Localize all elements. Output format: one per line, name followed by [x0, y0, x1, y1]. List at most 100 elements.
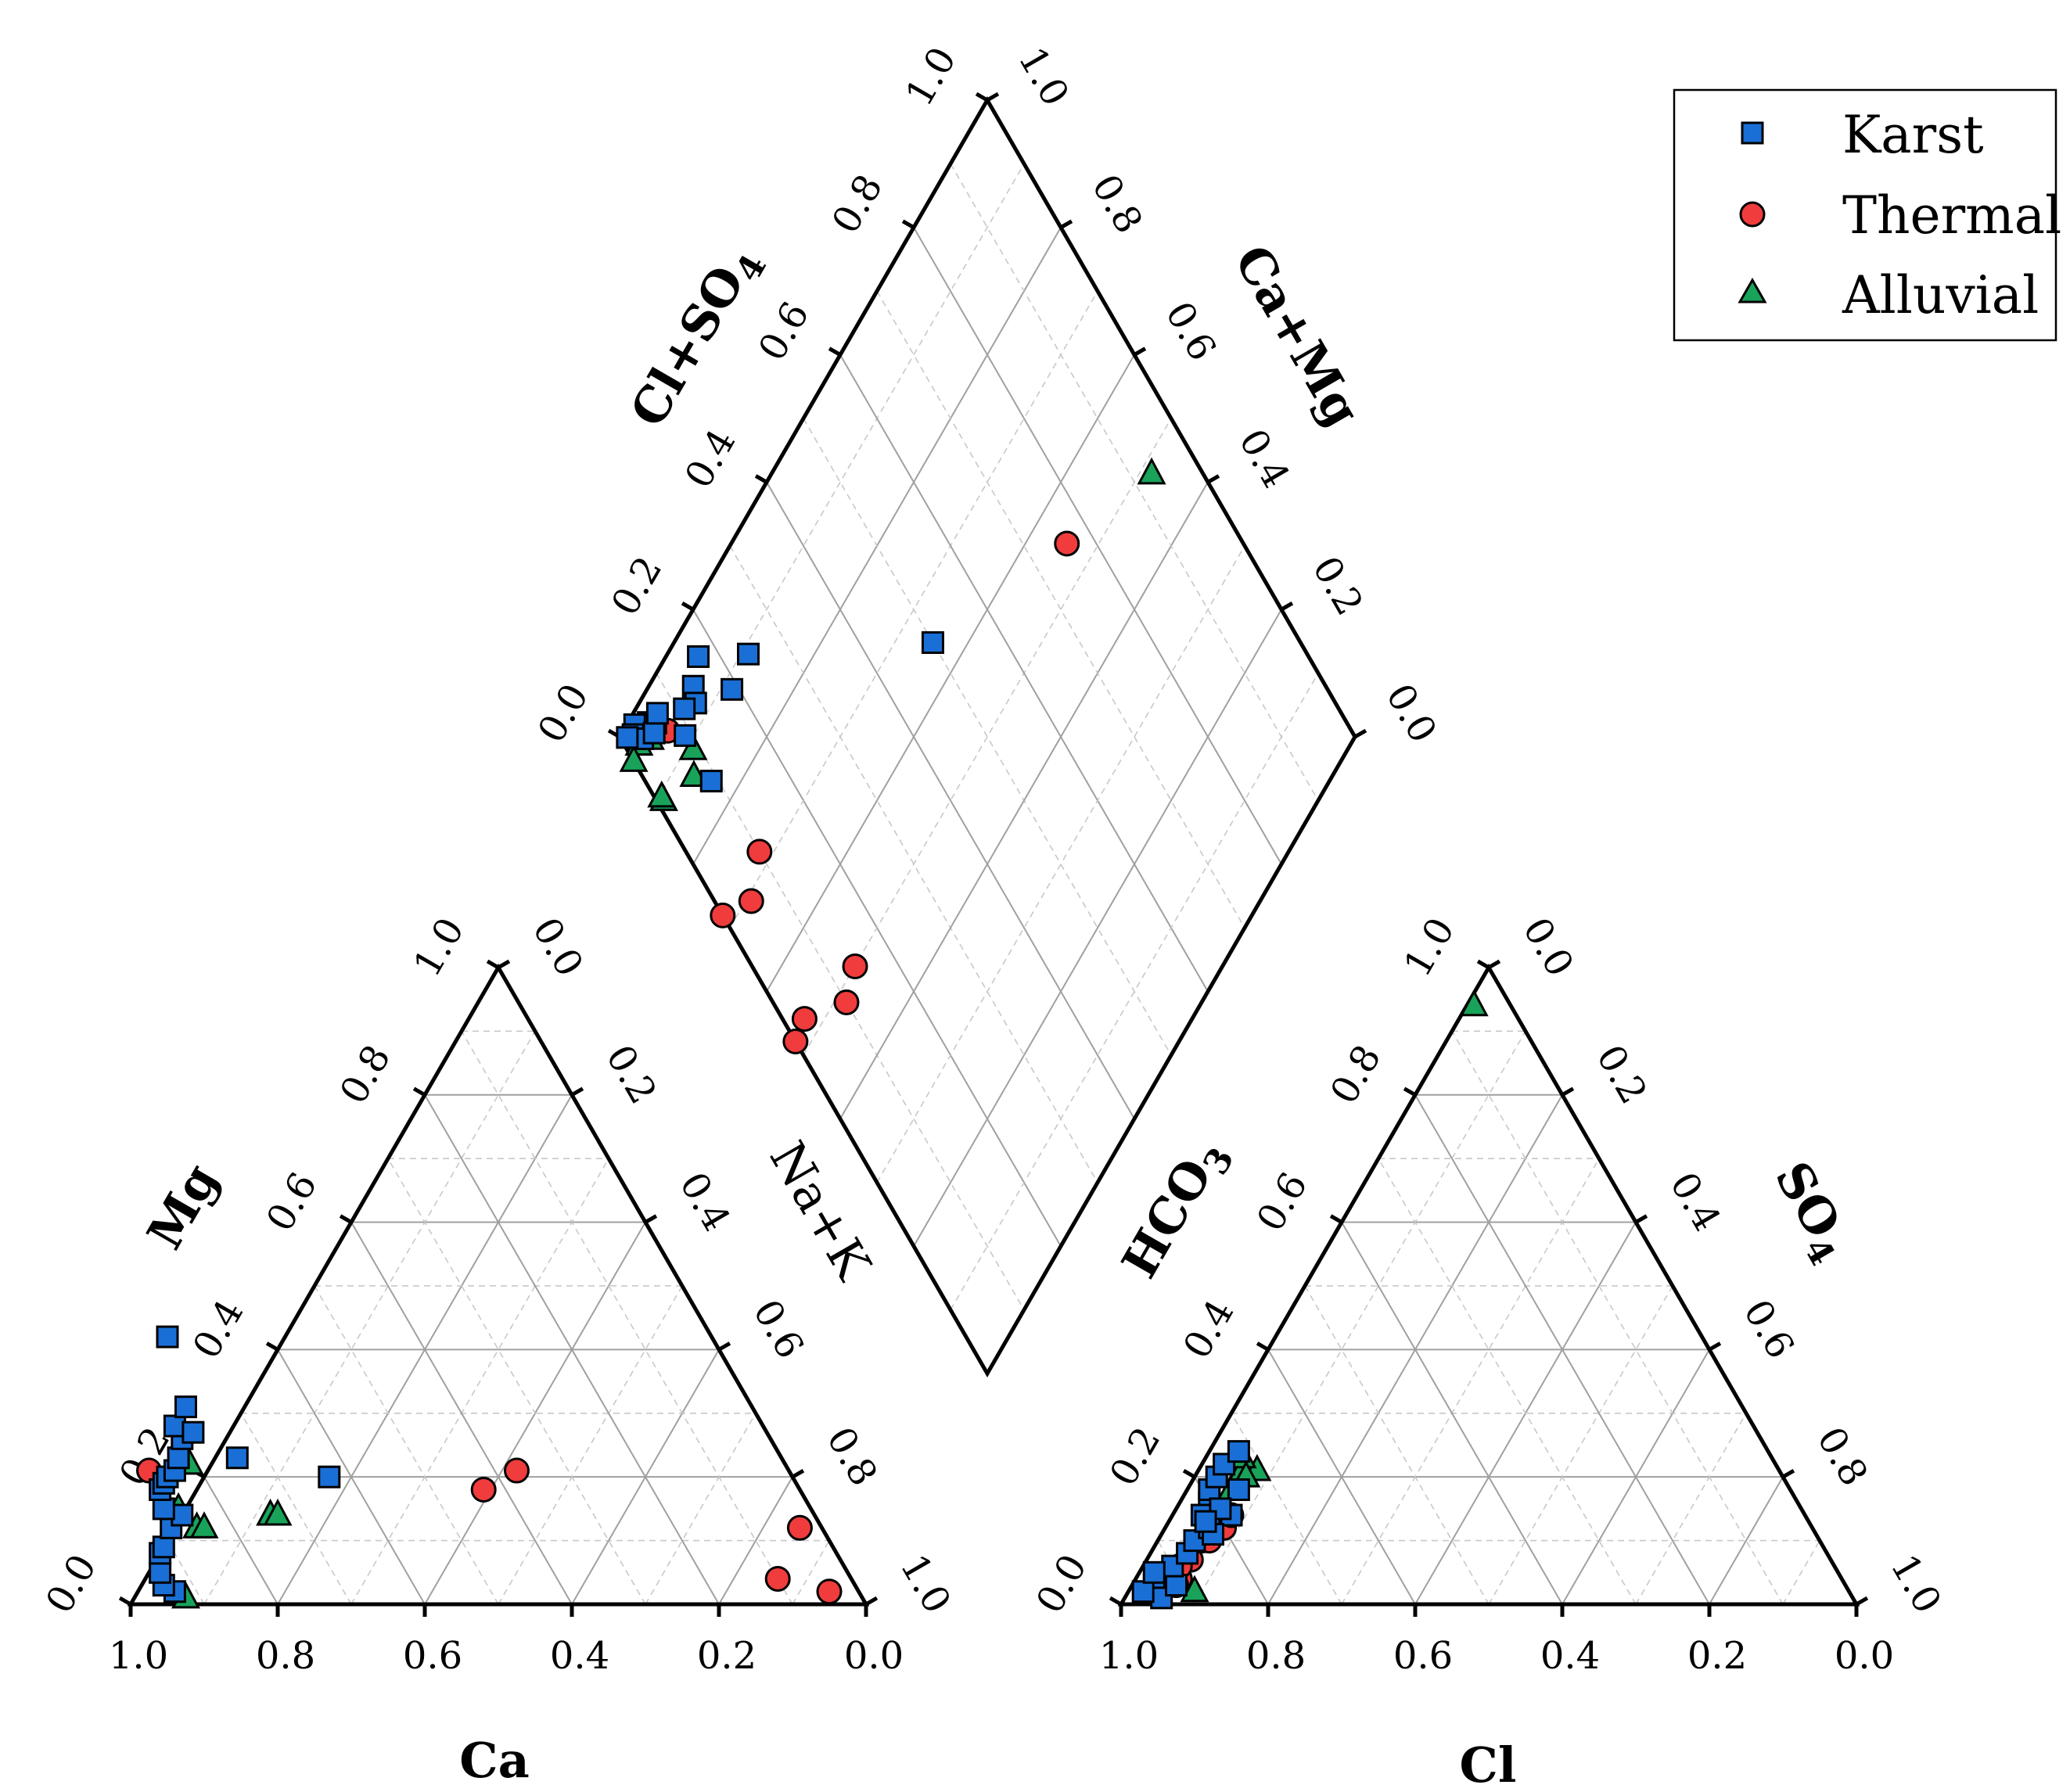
legend-karst-label: Karst	[1842, 105, 1984, 165]
cation-right-tick: 0.6	[745, 1292, 813, 1366]
cation-karst-point	[174, 1395, 197, 1419]
diamond-right-title: Ca+Mg	[1224, 235, 1372, 436]
diamond-karst-point	[921, 631, 944, 655]
anion-left-tick: 0.6	[1249, 1165, 1317, 1239]
tick-mark	[754, 474, 768, 484]
cation-grid-line	[792, 1540, 830, 1605]
anion-left-tick: 1.0	[1396, 910, 1464, 984]
anion-karst-point	[1142, 1560, 1166, 1584]
diamond-right-tick: 1.0	[1010, 40, 1078, 113]
diamond-right-tick: 0.8	[1084, 167, 1152, 241]
anion-left-tick: 0.8	[1322, 1038, 1390, 1111]
anion-grid-line	[1635, 1413, 1747, 1605]
diamond-left-tick: 0.8	[824, 167, 892, 241]
tick-mark	[1206, 474, 1220, 484]
anion-right-tick: 0.8	[1809, 1420, 1877, 1493]
legend-thermal-marker	[1739, 201, 1766, 228]
tick-mark	[1059, 219, 1073, 229]
diamond-grid-line	[876, 290, 1245, 928]
diamond-karst-point	[642, 721, 666, 745]
anion-bottom-tick: 0.2	[1687, 1634, 1747, 1678]
anion-karst-point	[1227, 1478, 1250, 1501]
legend-alluvial-label: Alluvial	[1842, 265, 2039, 325]
diamond-thermal-point	[842, 953, 868, 979]
anion-karst-point	[1165, 1574, 1188, 1597]
cation-thermal-point	[786, 1514, 813, 1541]
anion-grid-line	[1341, 1222, 1563, 1605]
anion-grid-line	[1267, 1348, 1416, 1605]
anion-grid-line	[1709, 1476, 1784, 1605]
cation-grid-line	[387, 1158, 646, 1605]
tick-mark	[1329, 1214, 1343, 1224]
anion-right-tick: 1.0	[1882, 1547, 1950, 1621]
cation-right-title: Na+K	[759, 1132, 883, 1290]
tick-mark	[1280, 602, 1294, 612]
cation-right-tick: 0.8	[818, 1420, 886, 1493]
grid-lines	[167, 163, 1820, 1605]
anion-left-tick: 0.4	[1175, 1292, 1243, 1366]
cation-grid-line	[424, 1094, 720, 1605]
cation-left-tick: 0.6	[258, 1165, 326, 1239]
cation-thermal-point	[764, 1565, 791, 1592]
anion-left-title: HCO3	[1111, 1129, 1242, 1291]
anion-left-tick: 0.2	[1101, 1420, 1170, 1493]
tick-mark	[1353, 728, 1367, 739]
cation-left-tick: 0.0	[38, 1547, 106, 1621]
anion-alluvial-point	[1459, 989, 1489, 1017]
diamond-right-tick: 0.2	[1304, 549, 1372, 623]
tick-labels: 1.00.00.00.80.20.20.60.40.40.40.60.60.20…	[38, 40, 1950, 1678]
cation-karst-point	[156, 1325, 179, 1348]
cation-bottom-title: Ca	[459, 1732, 530, 1789]
cation-karst-point	[152, 1535, 175, 1559]
tick-mark	[1708, 1341, 1722, 1352]
cation-grid-line	[314, 1285, 499, 1605]
cation-left-tick: 0.4	[185, 1292, 253, 1366]
anion-karst-point	[1194, 1510, 1217, 1533]
cation-grid-line	[277, 1348, 426, 1605]
cation-bottom-tick: 0.2	[697, 1634, 756, 1678]
tick-mark	[1855, 1596, 1869, 1607]
cation-bottom-tick: 1.0	[109, 1634, 168, 1678]
diamond-thermal-point	[1054, 530, 1080, 557]
cation-right-tick: 0.0	[524, 910, 592, 984]
legend-karst-marker	[1741, 121, 1764, 145]
cation-left-tick: 0.8	[332, 1038, 400, 1111]
tick-mark	[975, 92, 989, 102]
diamond-thermal-point	[710, 902, 736, 928]
diamond-karst-point	[645, 702, 669, 725]
cation-karst-point	[181, 1420, 205, 1444]
diamond-left-title: Cl+SO4	[619, 235, 774, 440]
diamond-left-tick: 0.2	[603, 549, 671, 623]
diamond-grid-line	[839, 354, 1209, 993]
tick-mark	[1476, 959, 1490, 970]
anion-grid-line	[1341, 1158, 1600, 1605]
diamond-thermal-point	[782, 1028, 809, 1054]
diamond-karst-point	[673, 697, 696, 720]
cation-alluvial-point	[263, 1498, 293, 1526]
tick-mark	[1256, 1341, 1270, 1352]
cation-grid-line	[498, 1285, 683, 1605]
diamond-karst-point	[721, 677, 744, 701]
cation-left-title: Mg	[136, 1155, 229, 1259]
anion-bottom-tick: 0.4	[1540, 1634, 1600, 1678]
cation-grid-line	[461, 1030, 793, 1605]
cation-frame	[127, 963, 870, 1607]
tick-mark	[265, 1341, 279, 1352]
anion-grid-line	[1378, 1158, 1637, 1605]
diamond-thermal-point	[746, 839, 773, 865]
cation-karst-point	[152, 1497, 175, 1521]
diamond-grid-line	[913, 227, 1282, 865]
legend: Karst Thermal Alluvial	[1673, 88, 2061, 342]
anion-grid-line	[1414, 1094, 1710, 1605]
cation-thermal-point	[470, 1476, 497, 1503]
anion-right-tick: 0.4	[1662, 1165, 1730, 1239]
tick-mark	[339, 1214, 353, 1224]
cation-bottom-tick: 0.0	[844, 1634, 904, 1678]
diamond-karst-point	[674, 724, 697, 747]
cation-right-tick: 1.0	[892, 1547, 960, 1621]
legend-box	[1673, 88, 2057, 342]
tick-mark	[986, 92, 1000, 102]
tick-mark	[791, 1469, 805, 1479]
diamond-alluvial-point	[647, 780, 677, 808]
diamond-grid-line	[913, 609, 1282, 1247]
